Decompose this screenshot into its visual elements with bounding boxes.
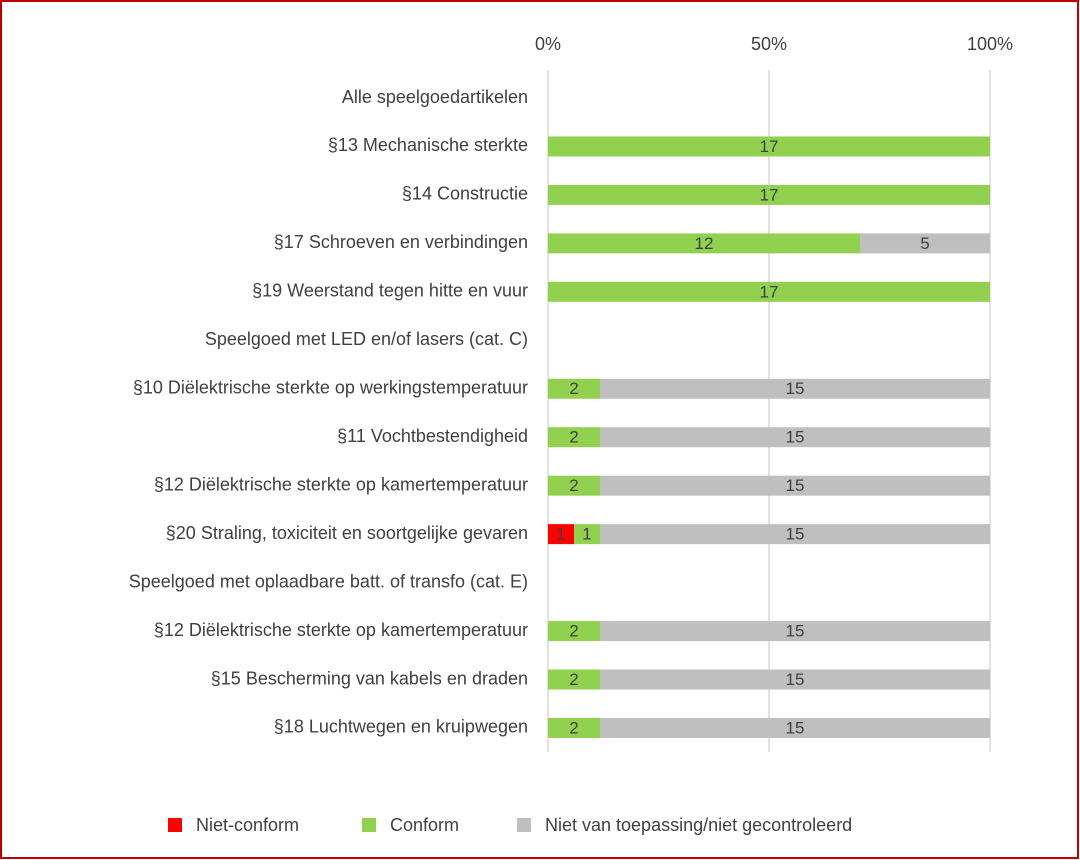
data-label: 12 <box>695 234 714 253</box>
y-tick-label: §14 Constructie <box>402 184 528 204</box>
bar-segment <box>548 281 990 302</box>
bar-segment <box>548 621 600 642</box>
bar-segment <box>548 717 600 738</box>
y-tick-label: §12 Diëlektrische sterkte op kamertemper… <box>154 474 528 494</box>
y-tick-label: §18 Luchtwegen en kruipwegen <box>274 717 528 737</box>
bar-segment <box>548 136 990 157</box>
x-tick-label: 0% <box>535 34 561 54</box>
bar-segment <box>600 524 990 545</box>
data-label: 15 <box>786 525 805 544</box>
y-tick-label: Speelgoed met LED en/of lasers (cat. C) <box>205 329 528 349</box>
legend-label: Conform <box>390 815 459 835</box>
legend-swatch <box>168 818 182 832</box>
x-tick-label: 50% <box>751 34 787 54</box>
bar-segment <box>600 475 990 496</box>
bar-segment <box>548 378 600 399</box>
data-label: 15 <box>786 379 805 398</box>
data-label: 17 <box>760 282 779 301</box>
data-label: 2 <box>569 428 578 447</box>
data-label: 15 <box>786 428 805 447</box>
bar-segment <box>600 378 990 399</box>
data-label: 2 <box>569 476 578 495</box>
y-tick-label: §20 Straling, toxiciteit en soortgelijke… <box>166 523 528 543</box>
bar-segment <box>600 427 990 448</box>
data-label: 17 <box>760 185 779 204</box>
y-tick-label: §19 Weerstand tegen hitte en vuur <box>252 281 528 301</box>
legend-label: Niet-conform <box>196 815 299 835</box>
bar-segment <box>548 475 600 496</box>
bar-segment <box>548 427 600 448</box>
data-label: 2 <box>569 718 578 737</box>
data-label: 17 <box>760 137 779 156</box>
data-label: 1 <box>556 525 565 544</box>
bar-segment <box>548 524 574 545</box>
y-tick-label: §12 Diëlektrische sterkte op kamertemper… <box>154 620 528 640</box>
legend-swatch <box>362 818 376 832</box>
y-tick-label: §10 Diëlektrische sterkte op werkingstem… <box>133 378 528 398</box>
data-label: 15 <box>786 718 805 737</box>
legend-swatch <box>517 818 531 832</box>
bar-segment <box>600 717 990 738</box>
x-tick-label: 100% <box>967 34 1013 54</box>
y-tick-label: Alle speelgoedartikelen <box>342 87 528 107</box>
bar-segment <box>600 621 990 642</box>
bar-segment <box>548 669 600 690</box>
legend-label: Niet van toepassing/niet gecontroleerd <box>545 815 852 835</box>
bar-segment <box>574 524 600 545</box>
y-tick-label: Speelgoed met oplaadbare batt. of transf… <box>129 571 528 591</box>
bar-segment <box>548 233 860 254</box>
data-label: 1 <box>582 525 591 544</box>
data-label: 5 <box>920 234 929 253</box>
data-label: 2 <box>569 622 578 641</box>
data-label: 15 <box>786 622 805 641</box>
data-label: 15 <box>786 476 805 495</box>
data-label: 2 <box>569 379 578 398</box>
data-label: 2 <box>569 670 578 689</box>
y-tick-label: §15 Bescherming van kabels en draden <box>211 668 528 688</box>
data-label: 15 <box>786 670 805 689</box>
bar-segment <box>860 233 990 254</box>
bar-segment <box>600 669 990 690</box>
y-tick-label: §11 Vochtbestendigheid <box>337 426 528 446</box>
bar-segment <box>548 184 990 205</box>
y-tick-label: §13 Mechanische sterkte <box>328 135 528 155</box>
y-tick-label: §17 Schroeven en verbindingen <box>274 232 528 252</box>
